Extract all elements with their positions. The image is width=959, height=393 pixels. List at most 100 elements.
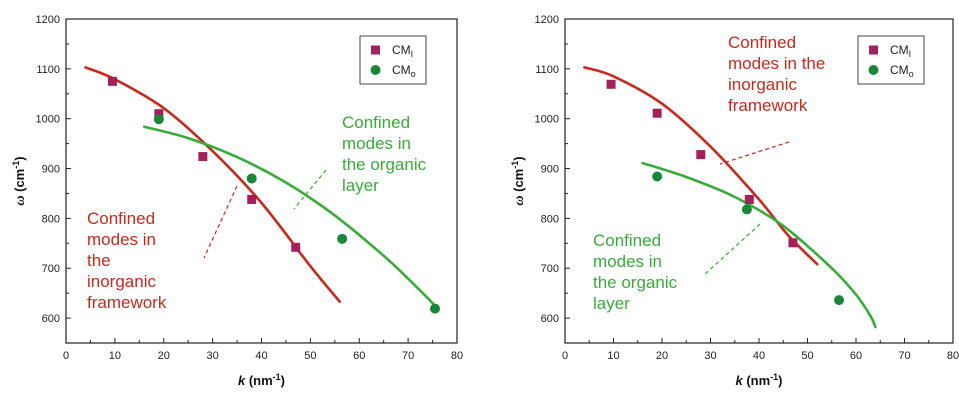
legend-label-main: CM [392, 43, 411, 57]
x-tick-label: 10 [607, 350, 619, 362]
legend-label-sub: o [909, 69, 914, 79]
legend-label: CMo [890, 63, 914, 79]
data-point-cmo [153, 114, 164, 125]
y-tick-label: 700 [541, 263, 559, 275]
data-point-cmo [337, 233, 348, 244]
legend-label-main: CM [890, 63, 909, 77]
y-axis-close: ) [12, 156, 27, 160]
y-tick-label: 1000 [535, 114, 559, 126]
data-point-cmi [291, 242, 301, 252]
y-tick-label: 700 [42, 263, 60, 275]
legend-label: CMo [392, 63, 416, 79]
y-tick-label: 1000 [36, 114, 60, 126]
x-tick-label: 0 [63, 350, 69, 362]
y-axis-exp: -1 [510, 161, 520, 169]
y-tick-label: 900 [42, 164, 60, 176]
x-axis-exp: -1 [273, 372, 281, 382]
y-tick-label: 600 [42, 313, 60, 325]
annotation-line: layer [342, 176, 379, 195]
y-tick-label: 1100 [36, 64, 60, 76]
data-point-cmi [606, 79, 616, 89]
annotation-line: Confined [342, 113, 410, 132]
x-tick-label: 60 [353, 350, 365, 362]
data-point-cmi [744, 194, 754, 204]
data-point-cmi [652, 108, 662, 118]
x-tick-label: 10 [109, 350, 121, 362]
x-tick-label: 50 [304, 350, 316, 362]
y-axis-unit: (cm [511, 169, 526, 196]
y-tick-label: 1200 [535, 14, 559, 26]
annotation-line: Confined [593, 231, 661, 250]
x-tick-label: 60 [850, 350, 862, 362]
x-tick-label: 20 [158, 350, 170, 362]
data-point-cmo [834, 295, 845, 306]
x-tick-label: 30 [704, 350, 716, 362]
x-tick-label: 40 [753, 350, 765, 362]
data-point-cmi [198, 152, 208, 162]
y-axis-var: ω [13, 195, 28, 205]
annotation-leader [703, 223, 761, 276]
y-tick-label: 1200 [36, 14, 60, 26]
x-tick-label: 70 [898, 350, 910, 362]
legend-label-main: CM [890, 43, 909, 57]
y-axis-label: ω (cm-1) [11, 156, 28, 205]
legend-marker-cmo [868, 65, 879, 75]
annotation-leader [719, 141, 790, 165]
annotation-line: the [87, 251, 111, 270]
data-point-cmi [107, 76, 117, 86]
x-axis-close: ) [281, 373, 285, 388]
data-point-cmi [247, 194, 257, 204]
x-axis-unit: (nm [743, 373, 770, 388]
annotation-line: the organic [593, 273, 678, 292]
fit-curve-cmi [583, 66, 819, 266]
annotation-line: framework [87, 293, 167, 312]
annotation-leader [293, 169, 327, 210]
legend: CMI CMo [359, 35, 427, 85]
annotation-line: inorganic [728, 75, 797, 94]
chart-panel-right: 0 10 20 30 40 50 60 70 80 600 700 800 900 1000 1100 120… [510, 14, 959, 388]
data-point-cmi [696, 150, 706, 160]
annotation-line: the organic [342, 155, 427, 174]
fit-curve-cmo [142, 125, 439, 311]
legend-label-main: CM [392, 63, 411, 77]
x-tick-label: 20 [656, 350, 668, 362]
x-tick-label: 30 [207, 350, 219, 362]
x-axis-exp: -1 [770, 372, 778, 382]
annotation-line: framework [728, 96, 808, 115]
data-point-cmo [430, 303, 441, 314]
annotation-organic: Confined modes in the organic layer [342, 113, 427, 195]
data-point-cmo [652, 171, 663, 182]
y-axis-unit: (cm [12, 169, 27, 196]
x-tick-label: 70 [402, 350, 414, 362]
y-tick-label: 900 [541, 164, 559, 176]
y-axis-close: ) [511, 156, 526, 160]
annotation-inorganic: Confined modes in the inorganic framework [87, 209, 167, 312]
fit-curve-cmo [641, 161, 877, 329]
legend-marker-cmi [371, 45, 380, 55]
annotation-organic: Confined modes in the organic layer [593, 231, 678, 313]
y-tick-label: 800 [541, 213, 559, 225]
y-tick-label: 1100 [535, 64, 559, 76]
x-tick-label: 40 [255, 350, 267, 362]
data-point-cmo [246, 173, 257, 184]
annotation-line: modes in the [728, 54, 825, 73]
data-point-cmi [154, 109, 164, 119]
legend-marker-cmi [869, 45, 878, 55]
annotation-line: inorganic [87, 272, 156, 291]
legend-marker-cmo [370, 65, 381, 75]
annotation-line: modes in [342, 134, 411, 153]
x-axis-label: k (nm-1) [238, 372, 285, 388]
x-axis-var: k [238, 373, 246, 388]
x-axis-var: k [735, 373, 743, 388]
legend-label-sub: I [909, 49, 912, 59]
legend-frame [359, 35, 427, 85]
legend-label: CMI [392, 43, 413, 59]
y-axis-var: ω [512, 195, 527, 205]
fit-curve-cmi [84, 66, 341, 303]
legend-frame [857, 35, 925, 85]
annotation-line: layer [593, 294, 630, 313]
y-tick-label: 600 [541, 313, 559, 325]
y-tick-label: 800 [42, 213, 60, 225]
